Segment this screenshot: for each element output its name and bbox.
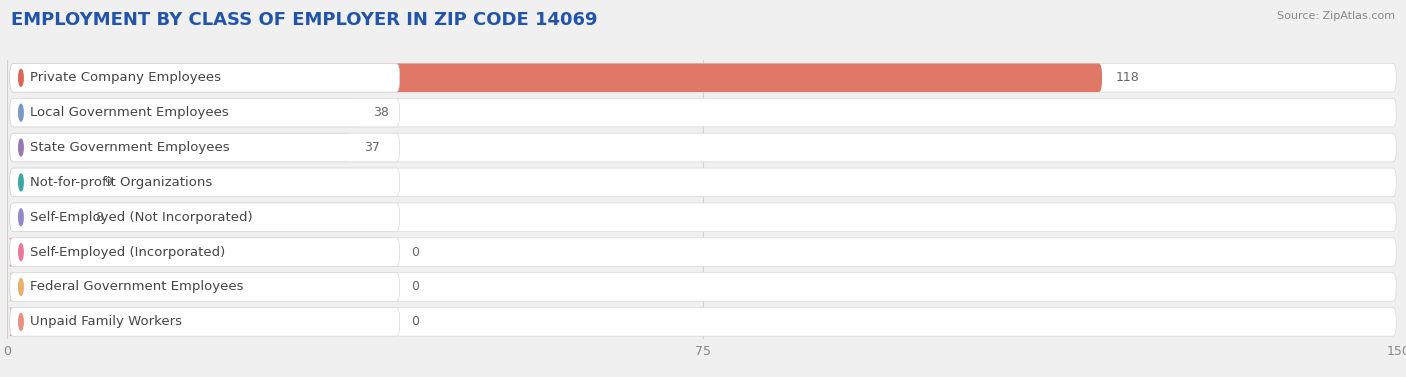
Circle shape xyxy=(18,139,22,156)
Text: 38: 38 xyxy=(374,106,389,119)
FancyBboxPatch shape xyxy=(10,168,399,197)
Text: Not-for-profit Organizations: Not-for-profit Organizations xyxy=(31,176,212,189)
Text: Private Company Employees: Private Company Employees xyxy=(31,71,221,84)
FancyBboxPatch shape xyxy=(10,98,360,127)
FancyBboxPatch shape xyxy=(10,133,1396,162)
FancyBboxPatch shape xyxy=(8,238,13,267)
FancyBboxPatch shape xyxy=(10,273,1396,301)
FancyBboxPatch shape xyxy=(10,308,399,336)
Circle shape xyxy=(18,314,22,330)
Text: State Government Employees: State Government Employees xyxy=(31,141,229,154)
FancyBboxPatch shape xyxy=(8,308,13,336)
FancyBboxPatch shape xyxy=(8,273,13,301)
FancyBboxPatch shape xyxy=(10,308,1396,336)
FancyBboxPatch shape xyxy=(10,238,399,267)
Text: 37: 37 xyxy=(364,141,380,154)
FancyBboxPatch shape xyxy=(10,168,1396,197)
Circle shape xyxy=(18,104,22,121)
FancyBboxPatch shape xyxy=(10,168,90,197)
FancyBboxPatch shape xyxy=(10,98,1396,127)
FancyBboxPatch shape xyxy=(10,63,1102,92)
Circle shape xyxy=(18,279,22,295)
FancyBboxPatch shape xyxy=(10,98,399,127)
Text: 9: 9 xyxy=(104,176,112,189)
Circle shape xyxy=(18,209,22,225)
FancyBboxPatch shape xyxy=(10,203,82,231)
Text: 0: 0 xyxy=(411,280,419,293)
Text: Self-Employed (Not Incorporated): Self-Employed (Not Incorporated) xyxy=(31,211,253,224)
FancyBboxPatch shape xyxy=(10,63,1396,92)
Text: 0: 0 xyxy=(411,316,419,328)
Text: 8: 8 xyxy=(96,211,103,224)
FancyBboxPatch shape xyxy=(10,63,399,92)
Circle shape xyxy=(18,174,22,191)
Text: Federal Government Employees: Federal Government Employees xyxy=(31,280,243,293)
Text: EMPLOYMENT BY CLASS OF EMPLOYER IN ZIP CODE 14069: EMPLOYMENT BY CLASS OF EMPLOYER IN ZIP C… xyxy=(11,11,598,29)
Circle shape xyxy=(18,244,22,261)
Text: 0: 0 xyxy=(411,246,419,259)
Circle shape xyxy=(18,69,22,86)
FancyBboxPatch shape xyxy=(10,203,1396,231)
FancyBboxPatch shape xyxy=(10,238,1396,267)
FancyBboxPatch shape xyxy=(10,273,399,301)
Text: Source: ZipAtlas.com: Source: ZipAtlas.com xyxy=(1277,11,1395,21)
Text: Unpaid Family Workers: Unpaid Family Workers xyxy=(31,316,183,328)
Text: Self-Employed (Incorporated): Self-Employed (Incorporated) xyxy=(31,246,225,259)
Text: 118: 118 xyxy=(1116,71,1140,84)
FancyBboxPatch shape xyxy=(10,133,350,162)
FancyBboxPatch shape xyxy=(10,133,399,162)
FancyBboxPatch shape xyxy=(10,203,399,231)
Text: Local Government Employees: Local Government Employees xyxy=(31,106,229,119)
